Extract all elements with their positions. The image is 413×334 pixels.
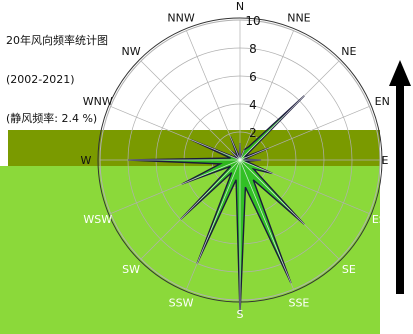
rose-petal-sse [239,159,292,284]
title-block: 20年风向频率统计图 (2002-2021) (静风频率: 2.4 %) [6,8,108,151]
direction-label-nw: NW [122,45,141,58]
rose-petal-se [239,159,305,225]
direction-label-w: W [81,154,92,167]
direction-label-se: SE [342,263,356,276]
direction-label-s: S [237,308,244,321]
chart-title: 20年风向频率统计图 [6,34,108,47]
rose-petal-wnw [190,139,241,161]
direction-label-ene: EN [375,95,390,108]
direction-label-ssw: SSW [169,296,194,309]
north-arrow-icon [389,60,411,294]
grid-spoke [239,30,294,161]
ring-tick-label: 2 [249,126,257,140]
direction-label-nne: NNE [287,12,310,25]
rose-petal-ssw [196,159,241,264]
grid-spoke [140,60,241,161]
direction-label-wnw: WNW [83,95,113,108]
rose-petal-ne [239,95,305,161]
rose-layer [127,95,305,315]
rose-petal-nw [230,150,241,161]
direction-label-ne: NE [341,45,356,58]
direction-label-sw: SW [122,263,140,276]
ring-tick-label: 6 [249,70,257,84]
direction-label-sse: SSE [288,296,309,309]
rose-petal-ene [239,147,269,161]
ring-tick-label: 4 [249,98,257,112]
rose-petal-ese [239,159,273,174]
direction-label-n: N [236,0,244,13]
rose-petal-wsw [181,159,241,185]
chart-subtitle: (2002-2021) [6,73,75,86]
ring-tick-label: 10 [245,14,260,28]
direction-label-ese: ESE [372,213,393,226]
rose-petal-nnw [229,136,241,161]
label-layer: 2 4 6 8 10N NNE NE EN E ESE SE SSE S SSW SW WSW W WNW NW NN… [81,0,393,321]
direction-label-nnw: NNW [167,12,194,25]
direction-label-e: E [382,154,389,167]
rose-petal-sw [180,159,241,220]
rose-petal-nne [239,149,245,161]
calm-frequency-note: (静风频率: 2.4 %) [6,112,98,125]
direction-label-wsw: WSW [83,213,112,226]
ring-tick-label: 8 [249,42,257,56]
